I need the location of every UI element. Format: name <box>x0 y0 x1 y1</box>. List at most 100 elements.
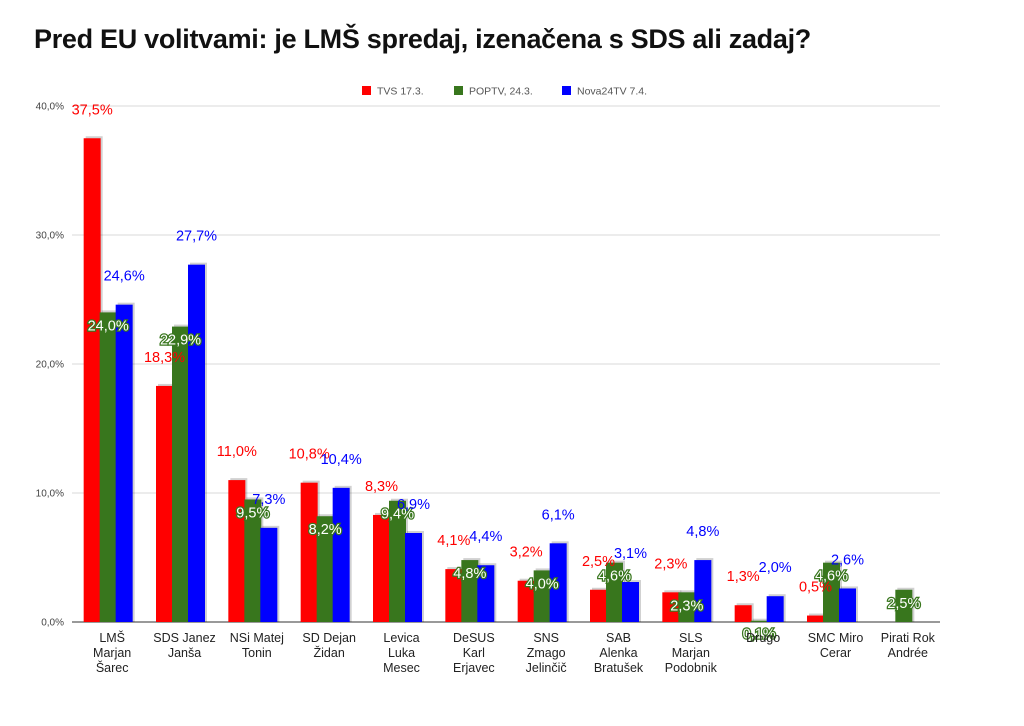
data-label-9-2: 2,0% <box>759 560 792 576</box>
category-label-9-0: Drugo <box>746 631 780 645</box>
data-label-5-1: 4,8% <box>453 566 486 582</box>
bar-5-1 <box>461 560 479 622</box>
category-label-11-0: Pirati Rok <box>881 631 936 645</box>
bar-2-0 <box>228 480 246 622</box>
category-label-7-0: SAB <box>606 631 631 645</box>
data-label-10-0: 0,5% <box>799 580 832 596</box>
bar-4-2 <box>405 532 422 622</box>
data-label-0-0: 37,5% <box>72 102 113 118</box>
bar-9-2 <box>766 596 784 622</box>
legend-swatch-2 <box>562 86 571 95</box>
category-label-6-2: Jelinčič <box>526 661 567 675</box>
category-label-8-2: Podobnik <box>665 661 718 675</box>
category-label-6-1: Zmago <box>527 646 566 660</box>
bar-3-2 <box>332 487 350 622</box>
category-label-2-1: Tonin <box>242 646 272 660</box>
bar-4-1 <box>389 500 406 622</box>
data-label-8-1: 2,3% <box>670 598 703 614</box>
category-label-2-0: NSi Matej <box>230 631 284 645</box>
category-label-4-2: Mesec <box>383 661 420 675</box>
data-label-10-2: 2,6% <box>831 552 864 568</box>
bar-0-0 <box>83 138 101 622</box>
y-tick-label-3: 30,0% <box>36 231 64 242</box>
category-label-5-0: DeSUS <box>453 631 495 645</box>
y-tick-label-4: 40,0% <box>36 102 64 113</box>
y-tick-label-0: 0,0% <box>41 618 64 629</box>
category-label-3-0: SD Dejan <box>302 631 356 645</box>
bar-8-0 <box>662 592 680 622</box>
bar-11-1 <box>895 589 913 622</box>
data-label-8-2: 4,8% <box>686 524 719 540</box>
bar-9-0 <box>734 605 752 622</box>
data-label-10-1: 4,6% <box>815 569 848 585</box>
data-label-6-2: 6,1% <box>542 507 575 523</box>
category-label-3-1: Židan <box>314 645 345 660</box>
bar-10-2 <box>839 588 856 622</box>
data-label-3-1: 8,2% <box>309 522 342 538</box>
bar-4-0 <box>373 514 390 622</box>
data-label-6-1: 4,0% <box>526 576 559 592</box>
bar-8-1 <box>678 592 696 622</box>
data-label-2-0: 11,0% <box>217 444 257 460</box>
bar-0-1 <box>99 312 117 622</box>
bar-7-1 <box>606 562 623 622</box>
data-label-3-0: 10,8% <box>289 447 330 463</box>
category-label-4-1: Luka <box>388 646 415 660</box>
legend-label-2: Nova24TV 7.4. <box>577 86 647 98</box>
data-label-7-1: 4,6% <box>598 569 631 585</box>
category-label-1-0: SDS Janez <box>153 631 216 645</box>
category-label-10-0: SMC Miro <box>808 631 864 645</box>
bar-7-2 <box>622 582 639 622</box>
category-label-5-1: Karl <box>463 646 485 660</box>
data-label-9-0: 1,3% <box>727 569 760 585</box>
bar-1-2 <box>188 264 205 622</box>
bar-2-2 <box>260 527 278 622</box>
legend-swatch-1 <box>454 86 463 95</box>
bar-6-1 <box>533 570 551 622</box>
data-label-0-2: 24,6% <box>104 269 145 285</box>
bar-8-2 <box>694 560 712 622</box>
bar-10-1 <box>823 562 840 622</box>
data-label-8-0: 2,3% <box>654 556 687 572</box>
data-label-7-0: 2,5% <box>582 554 615 570</box>
legend-label-1: POPTV, 24.3. <box>469 86 533 98</box>
category-label-8-1: Marjan <box>672 646 710 660</box>
category-label-7-2: Bratušek <box>594 661 644 675</box>
legend-label-0: TVS 17.3. <box>377 86 424 98</box>
legend-swatch-0 <box>362 86 371 95</box>
data-label-5-2: 4,4% <box>469 529 502 545</box>
data-label-4-1: 9,4% <box>381 507 414 523</box>
bar-10-0 <box>807 615 824 622</box>
bar-2-1 <box>244 499 262 622</box>
bar-1-0 <box>156 385 173 622</box>
bar-5-2 <box>477 565 495 622</box>
category-label-5-2: Erjavec <box>453 661 495 675</box>
category-label-10-1: Cerar <box>820 646 851 660</box>
data-label-1-2: 27,7% <box>176 229 217 245</box>
data-label-0-1: 24,0% <box>88 318 129 334</box>
bar-7-0 <box>590 589 607 622</box>
data-label-1-1: 22,9% <box>160 333 201 349</box>
category-label-0-1: Marjan <box>93 646 131 660</box>
category-label-11-1: Andrée <box>888 646 928 660</box>
bar-6-0 <box>517 580 535 622</box>
data-label-6-0: 3,2% <box>510 545 543 561</box>
category-label-4-0: Levica <box>383 631 419 645</box>
data-label-11-1: 2,5% <box>887 596 920 612</box>
bar-0-2 <box>115 304 133 622</box>
category-label-0-2: Šarec <box>96 660 129 675</box>
bar-9-1 <box>750 620 768 622</box>
data-label-9-1: 0,1% <box>743 627 776 643</box>
bar-5-0 <box>445 569 463 622</box>
bar-1-1 <box>172 326 189 622</box>
data-label-2-1: 9,5% <box>236 505 269 521</box>
data-label-4-0: 8,3% <box>365 479 398 495</box>
data-label-7-2: 3,1% <box>614 546 647 562</box>
y-tick-label-1: 10,0% <box>36 489 64 500</box>
data-label-1-0: 18,3% <box>144 350 185 366</box>
category-label-6-0: SNS <box>533 631 559 645</box>
category-label-7-1: Alenka <box>599 646 637 660</box>
bar-3-1 <box>316 516 334 622</box>
chart-title: Pred EU volitvami: je LMŠ spredaj, izena… <box>34 24 811 54</box>
